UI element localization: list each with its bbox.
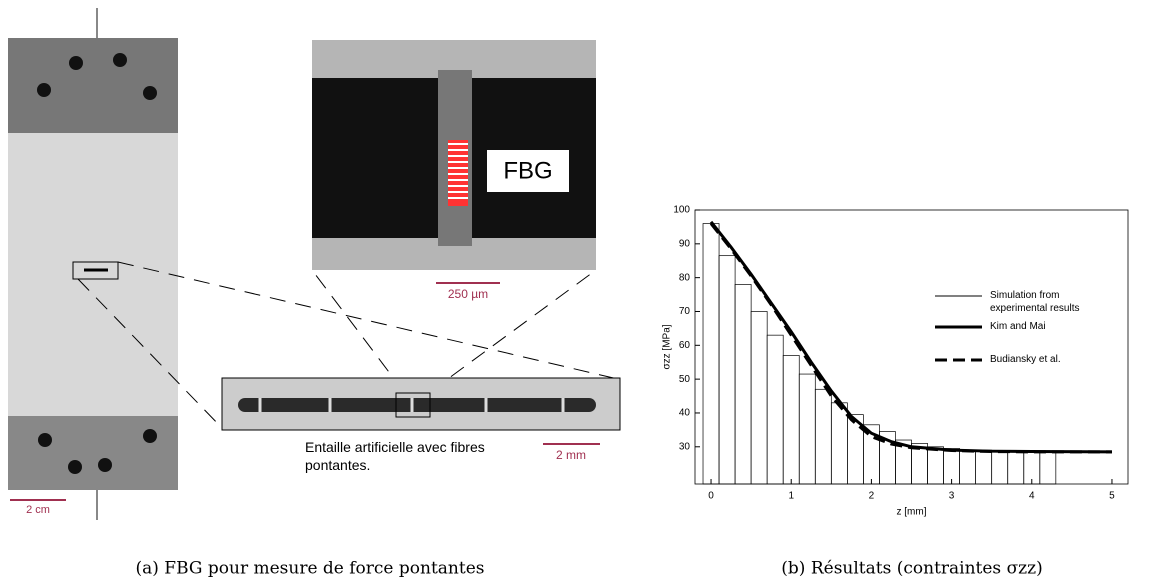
photo-panel: 2 cm FBG 250 µm Entaille artificielle av… — [8, 8, 623, 520]
zoom-box — [395, 392, 431, 418]
legend-entry: Budiansky et al. — [990, 354, 1061, 365]
histogram-bar — [782, 355, 800, 485]
legend-label: Kim and Mai — [990, 321, 1046, 332]
legend-label: Simulation from experimental results — [990, 290, 1080, 314]
chart: 30 40 50 60 70 80 90 100 0 1 2 3 4 5 z [mm] σzz [MPa] Si… — [662, 205, 1129, 518]
histogram-bar — [750, 311, 768, 485]
scale-label: 2 mm — [556, 448, 586, 462]
histogram-bar — [943, 448, 960, 485]
legend-label: Budiansky et al. — [990, 354, 1061, 365]
x-tick-label: 4 — [1029, 491, 1035, 502]
x-axis-label: z [mm] — [897, 507, 927, 518]
caption: (a) FBG pour mesure de force pontantes — [135, 559, 484, 579]
histogram-bar — [702, 223, 720, 485]
fbg-label: FBG — [503, 157, 552, 184]
fbg-box — [487, 150, 569, 192]
y-tick-label: 90 — [679, 238, 691, 249]
histogram-bar — [959, 449, 976, 485]
y-tick-label: 50 — [679, 374, 691, 385]
scale-label: 2 cm — [26, 504, 50, 516]
y-tick-label: 40 — [679, 408, 691, 419]
histogram-bar — [830, 402, 848, 485]
caption: (b) Résultats (contraintes σzz) — [781, 559, 1042, 579]
notch-caption-box: Entaille artificielle avec fibres pontan… — [305, 439, 485, 473]
grating — [448, 140, 468, 206]
x-tick-label: 0 — [708, 491, 714, 502]
histogram-bar — [927, 446, 944, 485]
bridging-fibers — [258, 398, 565, 412]
y-axis-label: σzz [MPa] — [662, 324, 673, 369]
zoom-box — [72, 261, 119, 280]
histogram-bar — [798, 373, 816, 485]
y-tick-label: 60 — [679, 340, 691, 351]
legend-entry: Simulation from experimental results — [990, 290, 1080, 314]
zoom-lines — [77, 261, 623, 429]
y-tick-label: 100 — [673, 205, 690, 216]
histogram-bar — [1039, 450, 1057, 485]
grip — [8, 38, 178, 133]
legend-entry: Kim and Mai — [990, 321, 1046, 332]
histogram-bar — [975, 449, 993, 485]
histogram-bar — [718, 255, 736, 485]
notch-caption: Entaille artificielle avec fibres pontan… — [305, 439, 485, 473]
y-tick-label: 70 — [679, 306, 691, 317]
histogram-bar — [734, 284, 752, 485]
y-tick-label: 30 — [679, 441, 691, 452]
scale-label: 250 µm — [448, 287, 488, 301]
histogram-bar — [814, 388, 832, 485]
x-tick-label: 5 — [1109, 491, 1115, 502]
grip — [8, 416, 178, 490]
plot-frame — [694, 209, 1129, 485]
x-tick-label: 2 — [869, 491, 875, 502]
y-tick-label: 80 — [679, 272, 691, 283]
notch-slot — [238, 398, 596, 412]
line — [709, 222, 1112, 454]
histogram-bar — [991, 450, 1009, 485]
x-tick-label: 3 — [949, 491, 955, 502]
x-tick-label: 1 — [788, 491, 794, 502]
histogram-bar — [766, 334, 784, 485]
histogram-bar — [1007, 450, 1025, 485]
holes — [37, 53, 157, 474]
